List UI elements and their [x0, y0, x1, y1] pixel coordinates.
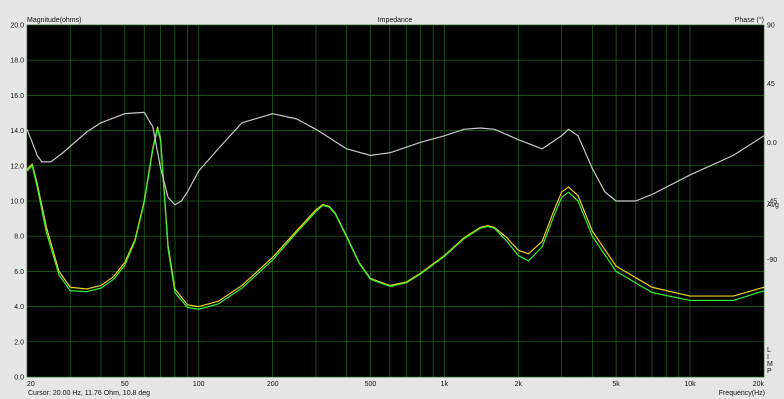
m-label[interactable]: M — [767, 361, 773, 368]
x-tick-label: 500 — [365, 381, 377, 388]
right-axis-title: Phase (°) — [735, 16, 764, 24]
grid-lines — [26, 24, 765, 378]
x-tick-label: 20 — [27, 381, 35, 388]
x-axis-title: Frequency(Hz) — [719, 390, 765, 397]
y-tick-label: 14.0 — [10, 128, 24, 135]
p-label[interactable]: P — [767, 368, 772, 375]
y-tick-label: 0.0 — [14, 375, 24, 382]
x-tick-label: 200 — [267, 381, 279, 388]
series-layer — [26, 111, 765, 310]
i-label[interactable]: I — [767, 354, 769, 361]
x-tick-label: 5k — [612, 381, 620, 388]
y-tick-label: 4.0 — [14, 304, 24, 311]
chart-title: Impedance — [378, 17, 413, 24]
y2-tick-label: 0.0 — [767, 140, 777, 147]
x-tick-label: 10k — [684, 381, 696, 388]
series-line-2 — [26, 128, 765, 310]
series-line-1 — [26, 126, 765, 308]
x-tick-label: 100 — [193, 381, 205, 388]
y-tick-label: 10.0 — [10, 199, 24, 206]
y-tick-label: 2.0 — [14, 339, 24, 346]
y-tick-label: 16.0 — [10, 93, 24, 100]
x-tick-label: 1k — [441, 381, 449, 388]
cursor-readout: Cursor: 20.00 Hz, 11.76 Ohm, 10.8 deg — [28, 390, 150, 397]
y-tick-label: 18.0 — [10, 58, 24, 65]
y2-tick-label: 90 — [767, 23, 775, 30]
x-tick-label: 20k — [753, 381, 765, 388]
tick-labels: 0.0 2.0 4.0 6.0 8.0 10.0 12.0 14.0 16.0 18.0 20.0 9… — [10, 23, 777, 389]
y2-tick-label: 45 — [767, 81, 775, 88]
l-label[interactable]: L — [767, 347, 771, 354]
x-tick-label: 2k — [515, 381, 523, 388]
y-tick-label: 12.0 — [10, 163, 24, 170]
x-tick-label: 50 — [121, 381, 129, 388]
y2-tick-label: -45 — [767, 199, 777, 206]
left-axis-title: Magnitude(ohms) — [27, 17, 81, 24]
avg-label[interactable]: Avg — [767, 202, 779, 209]
series-line-3 — [26, 111, 765, 206]
y-tick-label: 8.0 — [14, 234, 24, 241]
y-tick-label: 6.0 — [14, 269, 24, 276]
y-tick-label: 20.0 — [10, 23, 24, 30]
y2-tick-label: -90 — [767, 257, 777, 264]
